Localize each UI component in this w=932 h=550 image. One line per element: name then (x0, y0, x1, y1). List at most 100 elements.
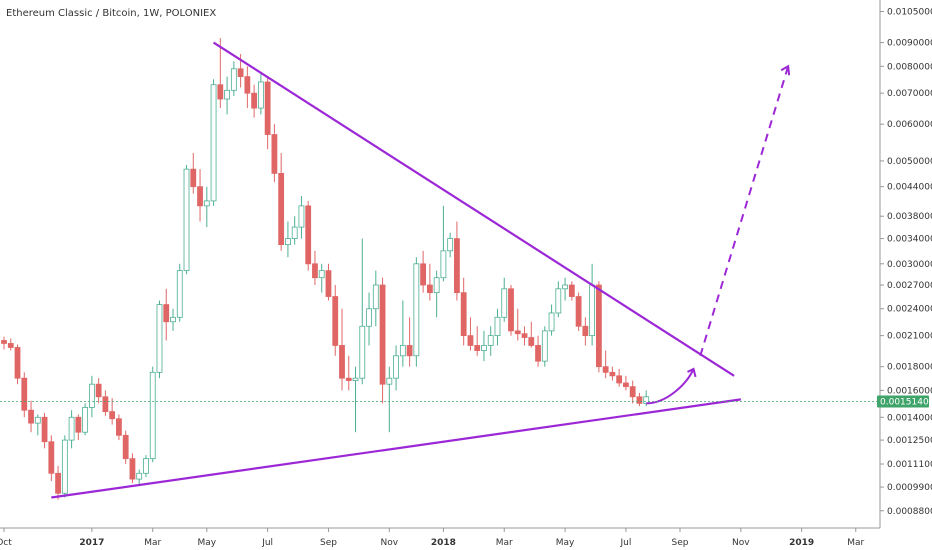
candle-down (109, 398, 116, 425)
candle-down (508, 285, 514, 336)
candle-body (285, 238, 291, 246)
candle-down (41, 413, 48, 449)
candle-body (170, 316, 176, 323)
candle-body (609, 371, 616, 377)
candle-body (48, 441, 55, 474)
candle-down (339, 308, 345, 391)
time-tick-label: Sep (320, 538, 337, 548)
time-tick-label: 2017 (79, 538, 104, 548)
candle-down (582, 317, 589, 346)
candle-body (7, 343, 14, 348)
trend-overlays (51, 41, 791, 499)
candle-body (555, 288, 562, 314)
candle-up (501, 277, 508, 322)
chart-title: Ethereum Classic / Bitcoin, 1W, POLONIEX (6, 8, 216, 19)
candle-down (575, 292, 582, 331)
candle-up (224, 76, 230, 115)
candle-down (325, 263, 332, 301)
candle-up (68, 410, 75, 449)
candle-up (210, 79, 217, 206)
candle-body (163, 304, 170, 323)
candle-down (48, 435, 55, 482)
candle-body (271, 134, 278, 174)
candle-body (257, 81, 264, 109)
price-tick-label: 0.00380000 (887, 212, 932, 222)
candle-up (494, 308, 501, 346)
candle-up (372, 270, 379, 327)
candle-body (55, 472, 61, 494)
candle-body (14, 347, 21, 379)
candle-body (623, 382, 629, 388)
candle-body (82, 407, 89, 433)
candle-body (420, 263, 427, 286)
candle-body (318, 270, 325, 279)
price-tick-label: 0.00700000 (887, 89, 932, 99)
candle-body (481, 345, 487, 351)
time-tick-label: Mar (144, 538, 161, 548)
price-axis[interactable]: 0.01050000 0.00900000 0.00800000 0.00700000… (880, 8, 932, 517)
candle-body (602, 366, 609, 373)
candle-up (285, 221, 291, 258)
price-tick-label: 0.00440000 (887, 183, 932, 193)
candle-down (217, 38, 224, 109)
candle-down (474, 326, 481, 356)
price-tick-label: 0.00111000 (887, 460, 932, 470)
candle-down (116, 414, 122, 441)
candle-body (379, 284, 386, 385)
candle-body (426, 284, 433, 294)
candle-up (298, 196, 305, 239)
price-tick-label: 0.00800000 (887, 62, 932, 72)
price-tick-label: 0.00180000 (887, 363, 932, 373)
candle-down (379, 277, 386, 404)
candle-body (203, 200, 210, 207)
candle-down (305, 200, 312, 271)
candle-up (352, 366, 359, 433)
candle-up (88, 375, 95, 418)
candle-up (393, 345, 399, 391)
candle-body (129, 458, 136, 480)
candle-body (28, 409, 34, 424)
candle-up (61, 435, 68, 498)
candle-down (514, 308, 521, 341)
candle-down (28, 400, 34, 433)
time-tick-label: Jul (261, 538, 273, 548)
candle-up (413, 257, 420, 367)
candle-body (487, 335, 494, 346)
candle-up (318, 263, 325, 293)
resistance-trend-line[interactable] (212, 41, 735, 377)
candle-down (406, 317, 413, 367)
candle-body (1, 340, 7, 344)
price-tick-label: 0.01050000 (887, 8, 932, 18)
candle-up (230, 61, 237, 97)
candle-body (508, 288, 514, 332)
candle-body (393, 355, 399, 379)
candle-body (514, 330, 521, 335)
candle-body (575, 296, 582, 327)
candle-body (75, 416, 82, 433)
candle-body (386, 377, 393, 385)
candle-down (616, 368, 623, 387)
candle-down (454, 221, 460, 301)
candle-up (548, 304, 555, 336)
candle-down (14, 344, 21, 385)
last-price-label: 0.00151400 (880, 398, 932, 408)
time-tick-label: Nov (381, 538, 399, 548)
candle-body (595, 284, 602, 368)
candle-body (183, 168, 190, 272)
candle-body (460, 292, 467, 337)
candle-down (602, 350, 609, 379)
candle-body (528, 337, 535, 346)
candle-body (95, 383, 102, 398)
candles-layer (1, 38, 650, 500)
price-tick-label: 0.00140000 (887, 413, 932, 423)
time-axis[interactable]: Oct 2017 Mar May Jul Sep Nov 2018 Mar May Jul Sep No… (0, 528, 865, 548)
candle-down (129, 453, 136, 484)
candle-down (636, 392, 643, 407)
support-trend-line[interactable] (51, 398, 741, 499)
candle-body (501, 288, 508, 318)
candle-body (535, 345, 541, 362)
candle-body (224, 89, 230, 100)
candle-down (535, 335, 541, 367)
candle-down (95, 378, 102, 404)
